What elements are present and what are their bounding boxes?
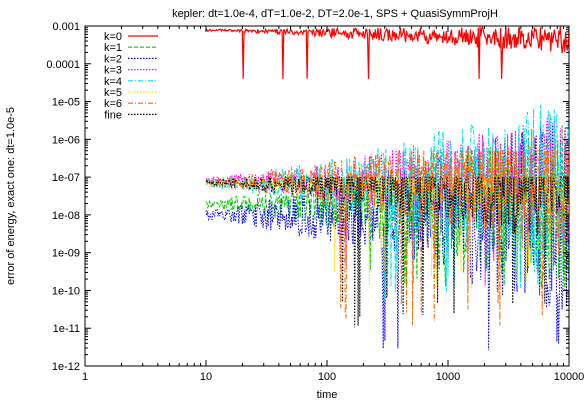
chart-title: kepler: dt=1.0e-4, dT=1.0e-2, DT=2.0e-1,… <box>172 8 498 20</box>
legend-label: k=6 <box>104 98 122 110</box>
y-tick-label: 1e-06 <box>52 134 80 146</box>
x-axis-label: time <box>317 389 338 401</box>
x-tick-label: 1000 <box>436 371 460 383</box>
x-tick-label: 10 <box>200 371 212 383</box>
y-tick-label: 0.0001 <box>46 59 80 71</box>
tick-layer: 1 10 100 1000 10000 0.001 0.0001 1e-05 1e-06 1e-0… <box>46 21 584 383</box>
x-tick-label: 1 <box>82 371 88 383</box>
legend-label: fine <box>104 109 122 121</box>
y-axis-label: error of energy, exact one: dt=1.0e-5 <box>5 107 17 285</box>
y-tick-label: 1e-08 <box>52 210 80 222</box>
series-line-k3 <box>205 117 569 286</box>
series-line-k6 <box>205 150 569 326</box>
legend-label: k=3 <box>104 65 122 77</box>
series-line-fine <box>205 175 569 328</box>
series-line-k4 <box>205 104 569 301</box>
series-line-k2 <box>205 117 569 351</box>
legend-label: k=1 <box>104 42 122 54</box>
x-tick-label: 100 <box>318 371 336 383</box>
y-tick-label: 1e-07 <box>52 172 80 184</box>
y-tick-label: 1e-12 <box>52 361 80 373</box>
series-line-k0 <box>205 26 569 79</box>
legend-label: k=5 <box>104 87 122 99</box>
x-tick-label: 10000 <box>554 371 584 383</box>
y-tick-label: 1e-11 <box>53 323 80 335</box>
legend-label: k=0 <box>104 31 122 43</box>
y-tick-label: 1e-05 <box>52 97 80 109</box>
y-tick-label: 0.001 <box>52 21 80 33</box>
series-layer <box>205 26 569 351</box>
y-tick-label: 1e-10 <box>52 285 80 297</box>
legend-label: k=4 <box>104 76 122 88</box>
legend-label: k=2 <box>104 53 122 65</box>
y-tick-label: 1e-09 <box>52 248 80 260</box>
